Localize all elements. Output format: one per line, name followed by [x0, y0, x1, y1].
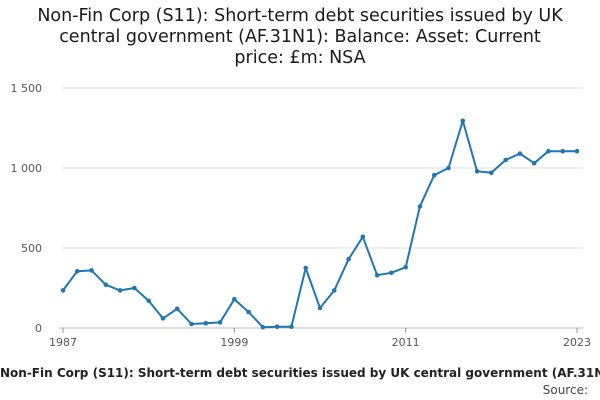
- data-point: [389, 270, 394, 276]
- chart-title-line-3: price: £m: NSA: [234, 48, 366, 68]
- x-tick-label: 2023: [563, 336, 591, 349]
- y-tick-label: 500: [21, 242, 42, 255]
- data-point: [289, 324, 294, 330]
- data-point: [546, 148, 551, 154]
- data-point: [431, 172, 437, 178]
- data-point: [460, 118, 466, 124]
- data-point: [160, 316, 166, 321]
- data-point: [489, 170, 494, 176]
- y-tick-label: 1 500: [11, 82, 43, 95]
- data-point: [303, 265, 309, 271]
- data-point: [117, 288, 123, 293]
- data-point: [103, 282, 109, 288]
- data-point: [246, 309, 251, 315]
- data-point: [474, 168, 480, 174]
- data-point: [174, 306, 180, 312]
- data-point: [531, 160, 537, 166]
- data-point: [403, 264, 408, 270]
- data-point: [217, 320, 223, 325]
- chart-title-line-1: Non-Fin Corp (S11): Short-term debt secu…: [37, 6, 563, 26]
- chart-title-line-2: central government (AF.31N1): Balance: A…: [59, 27, 541, 47]
- chart-title: Non-Fin Corp (S11): Short-term debt secu…: [0, 6, 600, 69]
- series-line: [62, 119, 577, 329]
- x-tick-label: 1999: [220, 336, 248, 349]
- data-point: [189, 321, 194, 327]
- x-tick-label: 2011: [392, 336, 420, 349]
- data-point: [89, 268, 94, 273]
- data-point: [574, 148, 580, 154]
- data-point: [417, 204, 423, 209]
- data-point: [317, 305, 323, 311]
- x-tick-label: 1987: [49, 336, 77, 349]
- data-point: [260, 324, 266, 330]
- y-tick-label: 0: [35, 322, 42, 335]
- data-point: [60, 288, 66, 293]
- y-tick-label: 1 000: [11, 162, 43, 175]
- data-point: [360, 234, 366, 240]
- data-point: [374, 272, 380, 278]
- data-point: [274, 324, 280, 330]
- data-point: [503, 157, 508, 163]
- data-point: [560, 148, 566, 154]
- data-point: [203, 320, 209, 326]
- x-axis-label: Non-Fin Corp (S11): Short-term debt secu…: [0, 366, 600, 380]
- data-point: [346, 256, 351, 262]
- data-point: [446, 165, 451, 171]
- data-point: [132, 285, 137, 291]
- data-point: [146, 298, 151, 304]
- source-label: Source:: [542, 383, 588, 397]
- data-point: [232, 296, 237, 302]
- data-point: [331, 288, 337, 293]
- data-point: [517, 151, 523, 156]
- data-point: [74, 268, 80, 274]
